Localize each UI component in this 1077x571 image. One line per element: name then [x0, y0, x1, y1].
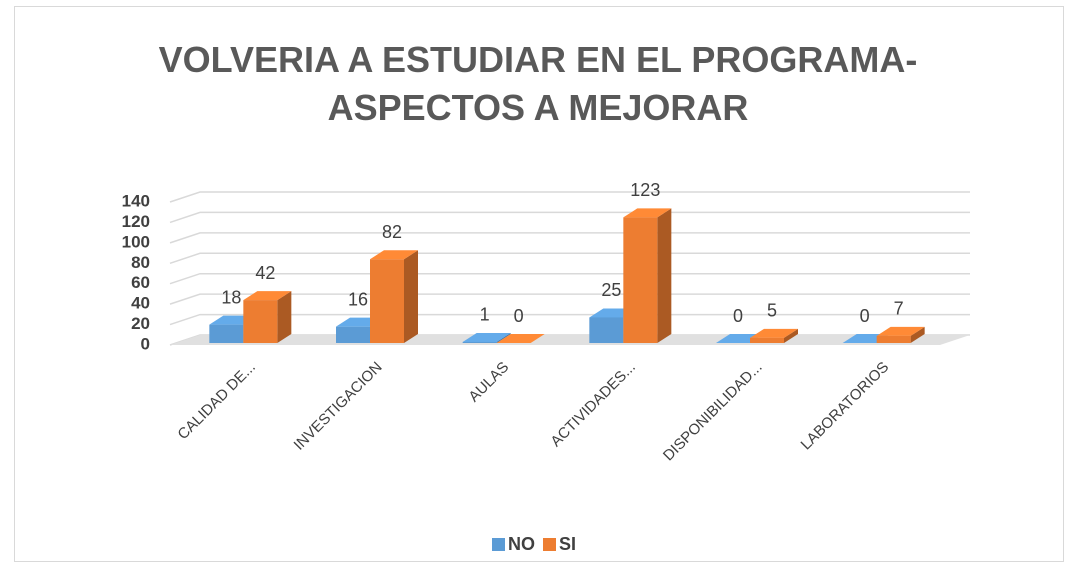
x-tick-label: LABORATORIOS [798, 359, 893, 454]
grid-line [169, 272, 970, 285]
x-tick-label: DISPONIBILIDAD... [660, 359, 766, 465]
grid-line [169, 313, 970, 326]
bar [370, 250, 418, 343]
legend-swatch [543, 538, 556, 551]
bar [243, 291, 292, 343]
bar-side [496, 332, 511, 343]
bar-front [209, 324, 244, 343]
bar-front [243, 300, 278, 343]
grid-line [169, 232, 970, 244]
grid-line [169, 191, 970, 203]
bar-side [910, 326, 925, 343]
bar-front [336, 326, 370, 343]
bar-side [277, 291, 292, 343]
chart-frame [14, 6, 1064, 562]
y-tick-label: 100 [122, 232, 150, 251]
bar [496, 334, 545, 343]
bar-top [462, 332, 511, 342]
bar [623, 208, 672, 343]
value-label: 0 [514, 306, 524, 326]
grid-line [169, 252, 970, 264]
y-tick-label: 80 [131, 253, 150, 272]
bar-front [750, 337, 784, 343]
bar-front [589, 317, 624, 343]
value-label: 16 [348, 289, 368, 309]
x-tick-label: AULAS [465, 359, 512, 406]
legend-label: NO [508, 534, 535, 554]
bar-front [462, 341, 497, 343]
value-label: 5 [767, 301, 777, 321]
legend-label: SI [559, 534, 576, 554]
legend-swatch [492, 538, 505, 551]
y-tick-label: 140 [122, 191, 150, 210]
bar [750, 328, 798, 343]
x-tick-label: INVESTIGACION [291, 359, 386, 454]
bar-front [623, 217, 658, 343]
bar [876, 326, 925, 343]
value-label: 123 [630, 180, 660, 200]
value-label: 7 [894, 299, 904, 319]
bar-top [623, 208, 672, 218]
y-tick-label: 60 [131, 273, 150, 292]
x-tick-label: CALIDAD DE... [174, 359, 259, 444]
value-label: 25 [601, 280, 621, 300]
value-label: 0 [860, 306, 870, 326]
value-label: 82 [382, 222, 402, 242]
y-tick-label: 40 [131, 294, 150, 313]
y-tick-label: 0 [141, 334, 150, 353]
bar-top [876, 326, 925, 336]
bar-side [657, 208, 672, 343]
y-tick-label: 20 [131, 314, 150, 333]
bar-top [750, 328, 798, 338]
value-label: 0 [733, 306, 743, 326]
value-label: 1 [480, 305, 490, 325]
value-label: 42 [255, 263, 275, 283]
grid-line [169, 293, 970, 305]
grid-line [169, 211, 970, 224]
y-tick-label: 120 [122, 212, 150, 231]
bar-top [243, 291, 292, 301]
bar-front [876, 335, 911, 343]
value-label: 18 [221, 287, 241, 307]
bar-side [404, 250, 418, 343]
bar-top [496, 334, 545, 343]
chart-title: VOLVERIA A ESTUDIAR EN EL PROGRAMA- ASPE… [158, 39, 918, 128]
bar-front [370, 259, 404, 343]
bar-side [784, 328, 798, 343]
bar [462, 332, 511, 343]
bar-top [370, 250, 418, 260]
x-tick-label: ACTIVIDADES... [547, 359, 639, 451]
